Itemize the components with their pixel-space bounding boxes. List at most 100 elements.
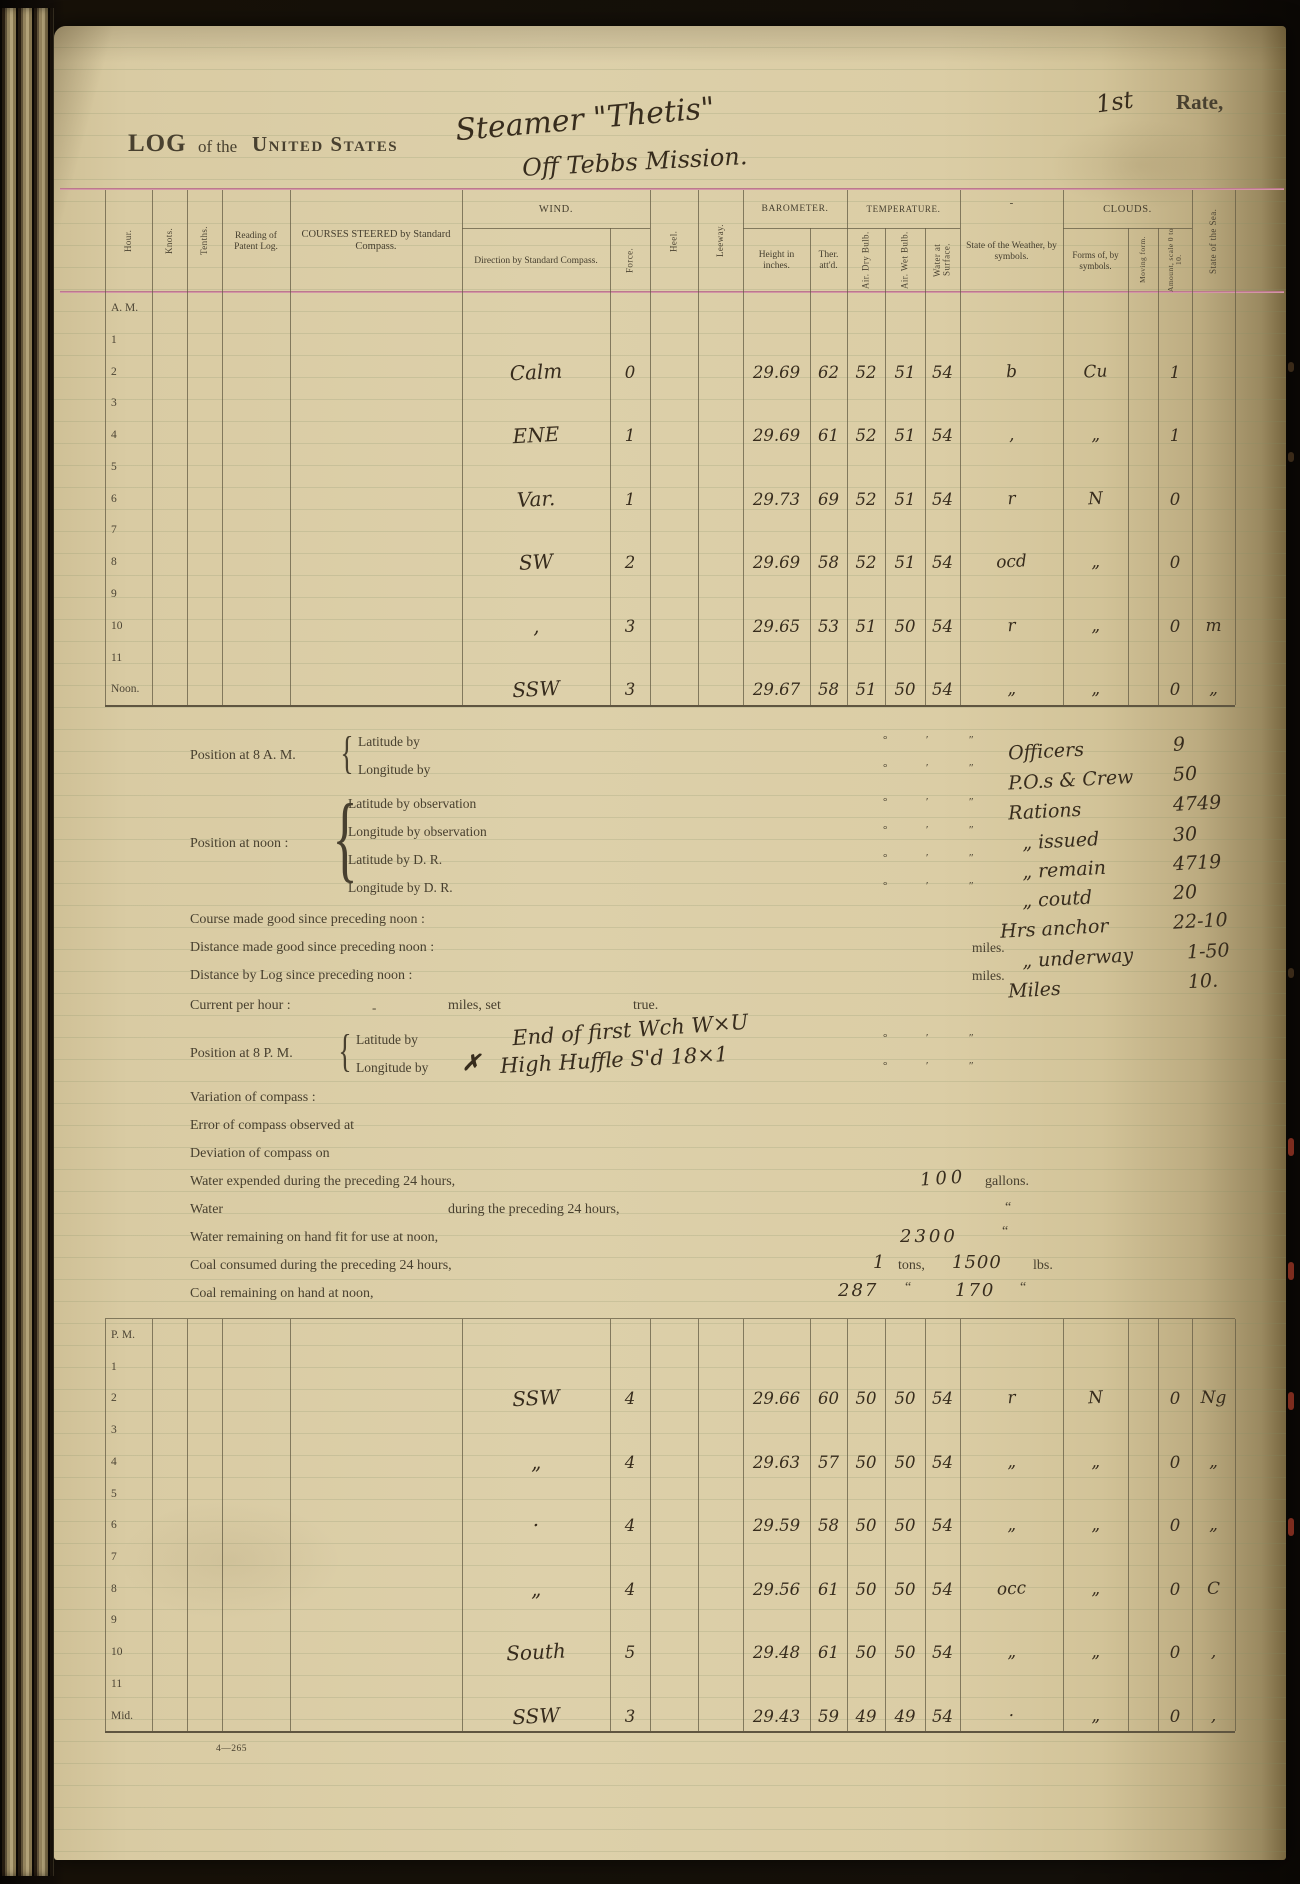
air-dry-entry: 52	[855, 489, 877, 509]
col-hour-label: Hour.	[122, 229, 133, 253]
wind-force-entry: 3	[624, 1706, 636, 1726]
latitude-obs-label: Latitude by observation	[348, 796, 477, 811]
barometer-entry: 29.67	[752, 679, 801, 699]
air-wet-entry: 50	[894, 1515, 916, 1535]
col-wind-label: WIND.	[538, 203, 574, 215]
brace-glyph: {	[340, 727, 354, 778]
col-tenths-label: Tenths.	[198, 226, 209, 256]
barometer-entry: 29.69	[752, 425, 801, 445]
cloud-amount-entry: 0	[1169, 552, 1181, 572]
ledger-value: 4719	[1172, 850, 1222, 876]
am-row: A. M.	[105, 292, 1235, 324]
gallons-word: gallons.	[985, 1174, 1029, 1189]
col-barometer-label: BAROMETER.	[761, 204, 829, 214]
longitude-obs-label: Longitude by observation	[348, 824, 487, 839]
miles-set-label: miles, set	[448, 998, 501, 1013]
cloud-amount-entry: 0	[1169, 1706, 1181, 1726]
hour-label: 2	[111, 366, 117, 378]
coal-consumed-lbs-value: 1500	[952, 1252, 1002, 1273]
barometer-entry: 29.69	[752, 552, 801, 572]
water-blank-label: Water	[190, 1202, 224, 1217]
weather-symbol-entry: „	[1006, 1514, 1017, 1536]
second-mark: ″	[969, 880, 974, 892]
minute-mark: ′	[926, 734, 929, 746]
binding-stitch-mark	[1288, 968, 1294, 978]
water-temp-entry: 54	[932, 1388, 953, 1408]
sea-state-entry: m	[1205, 616, 1222, 636]
form-number: 4—265	[216, 1744, 247, 1754]
ledger-label: Rations	[1007, 798, 1082, 825]
col-clouds-label: CLOUDS.	[1103, 203, 1152, 215]
wind-direction-entry: „	[530, 1576, 542, 1602]
barometer-entry: 29.56	[752, 1579, 801, 1599]
second-mark: ″	[969, 852, 974, 864]
cloud-amount-entry: 0	[1169, 1642, 1181, 1662]
air-wet-entry: 51	[894, 362, 916, 382]
cloud-form-entry: „	[1090, 1705, 1101, 1727]
air-wet-entry: 50	[894, 1388, 916, 1408]
degree-mark: °	[883, 824, 888, 836]
hour-label: 3	[111, 397, 117, 409]
hour-label: 5	[111, 461, 117, 473]
water-expended-value: 100	[919, 1166, 968, 1191]
wind-direction-entry: „	[530, 1449, 542, 1475]
am-row: 2 Calm 0 29.69 62 52 51 54 b Cu 1	[105, 356, 1235, 388]
ledger-row: „ remain 4719	[1022, 849, 1259, 883]
ther-attd-entry: 61	[818, 425, 839, 445]
weather-symbol-entry: ·	[1008, 1705, 1015, 1727]
hour-label: 8	[111, 556, 117, 568]
ledger-row: Hrs anchor 22-10	[1000, 907, 1259, 943]
barometer-entry: 29.69	[752, 362, 801, 382]
deviation-compass-label: Deviation of compass on	[190, 1146, 330, 1161]
ledger-value: 20	[1172, 881, 1198, 905]
air-wet-entry: 50	[894, 1452, 916, 1472]
x-check-mark: ✗	[462, 1050, 481, 1076]
course-made-good-label: Course made good since preceding noon :	[190, 912, 425, 927]
cloud-form-entry: „	[1090, 551, 1101, 573]
lbs-word: lbs.	[1033, 1258, 1053, 1273]
pm-row: 4 „ 4 29.63 57 50 50 54 „ „ 0 „	[105, 1446, 1235, 1478]
wind-force-entry: 1	[624, 489, 636, 509]
wind-direction-entry: ·	[532, 1512, 540, 1538]
hour-label: 3	[111, 1424, 117, 1436]
pm-row: P. M.	[105, 1319, 1235, 1351]
col-courses-label: COURSES STEERED by Standard Compass.	[301, 228, 451, 252]
log-title-ofthe: of the	[198, 137, 238, 156]
longitude-by-label: Longitude by	[356, 1060, 429, 1075]
weather-symbol-entry: „	[1006, 678, 1017, 700]
ther-attd-entry: 58	[818, 1515, 839, 1535]
miles-word: miles.	[972, 940, 1005, 955]
air-dry-entry: 52	[855, 362, 877, 382]
degree-mark: °	[883, 762, 888, 774]
weather-symbol-entry: „	[1006, 1641, 1017, 1663]
latitude-by-label: Latitude by	[356, 1032, 418, 1047]
hour-label: Noon.	[111, 683, 140, 695]
am-row: 1	[105, 324, 1235, 356]
second-mark: ″	[969, 796, 974, 808]
ledger-row: „ issued 30	[1022, 820, 1259, 854]
am-row: 8 SW 2 29.69 58 52 51 54 ocd „ 0	[105, 546, 1235, 578]
am-row: 6 Var. 1 29.73 69 52 51 54 r N 0	[105, 483, 1235, 515]
coal-remaining-label: Coal remaining on hand at noon,	[190, 1286, 374, 1301]
cloud-amount-entry: 0	[1169, 1579, 1181, 1599]
air-dry-entry: 50	[855, 1388, 877, 1408]
air-wet-entry: 50	[894, 1579, 916, 1599]
weather-symbol-entry: r	[1006, 615, 1017, 637]
wind-force-entry: 5	[624, 1642, 636, 1662]
col-moving-form-label: Moving form.	[1138, 236, 1148, 284]
hour-label: 1	[111, 1361, 117, 1373]
weather-symbol-entry: occ	[996, 1578, 1027, 1600]
second-mark: ″	[969, 1032, 974, 1044]
pm-row: 1	[105, 1351, 1235, 1383]
second-mark: ″	[969, 734, 974, 746]
sea-state-entry: ‚	[1210, 1642, 1217, 1662]
ledger-row: Rations 4749	[1008, 789, 1259, 824]
weather-symbol-entry: b	[1005, 361, 1018, 383]
cloud-amount-entry: 1	[1169, 362, 1181, 382]
ther-attd-entry: 60	[818, 1388, 839, 1408]
hour-label: A. M.	[111, 302, 139, 314]
cloud-amount-entry: 0	[1169, 679, 1181, 699]
air-wet-entry: 51	[894, 552, 916, 572]
wind-direction-entry: SSW	[511, 1702, 561, 1730]
rate-value-handwritten: 1st	[1094, 85, 1136, 119]
